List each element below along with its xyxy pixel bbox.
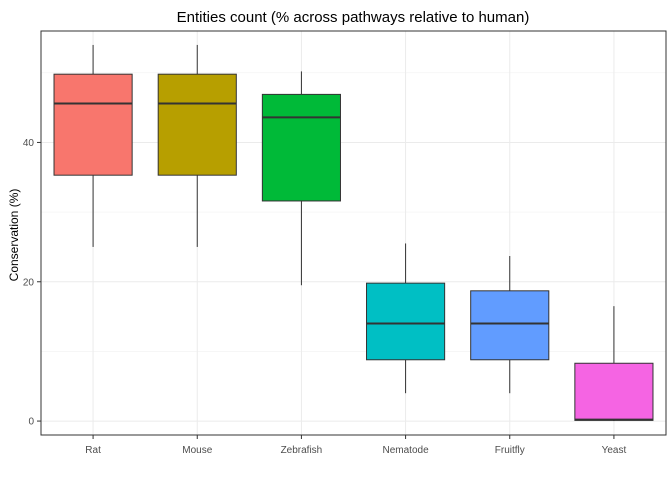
- grid: [41, 31, 666, 435]
- y-tick-label: 40: [23, 138, 35, 149]
- box-zebrafish: [261, 71, 341, 286]
- box-iqr: [157, 73, 237, 176]
- box-rat: [53, 44, 133, 247]
- x-tick-label: Nematode: [383, 445, 430, 456]
- x-tick-label: Rat: [85, 445, 101, 456]
- box-nematode: [366, 243, 446, 394]
- x-tick-label: Yeast: [602, 445, 627, 456]
- y-axis-title: Conservation (%): [7, 189, 21, 282]
- chart-title: Entities count (% across pathways relati…: [177, 9, 530, 26]
- box-iqr: [53, 73, 133, 176]
- axes: 0 20 40 Rat Mouse Zebrafish Nematode Fruitfly Ye…: [23, 138, 627, 456]
- x-tick-label: Mouse: [182, 445, 212, 456]
- box-fruitfly: [470, 255, 550, 394]
- box-mouse: [157, 44, 237, 247]
- box-iqr: [261, 93, 341, 202]
- box-iqr: [366, 282, 446, 361]
- box-iqr: [574, 362, 654, 421]
- box-iqr: [470, 290, 550, 361]
- x-tick-label: Zebrafish: [281, 445, 323, 456]
- x-tick-label: Fruitfly: [495, 445, 525, 456]
- y-tick-label: 20: [23, 277, 35, 288]
- box-yeast: [574, 306, 654, 422]
- boxes: [53, 44, 654, 422]
- y-tick-label: 0: [28, 417, 34, 428]
- plot-border: [40, 30, 667, 436]
